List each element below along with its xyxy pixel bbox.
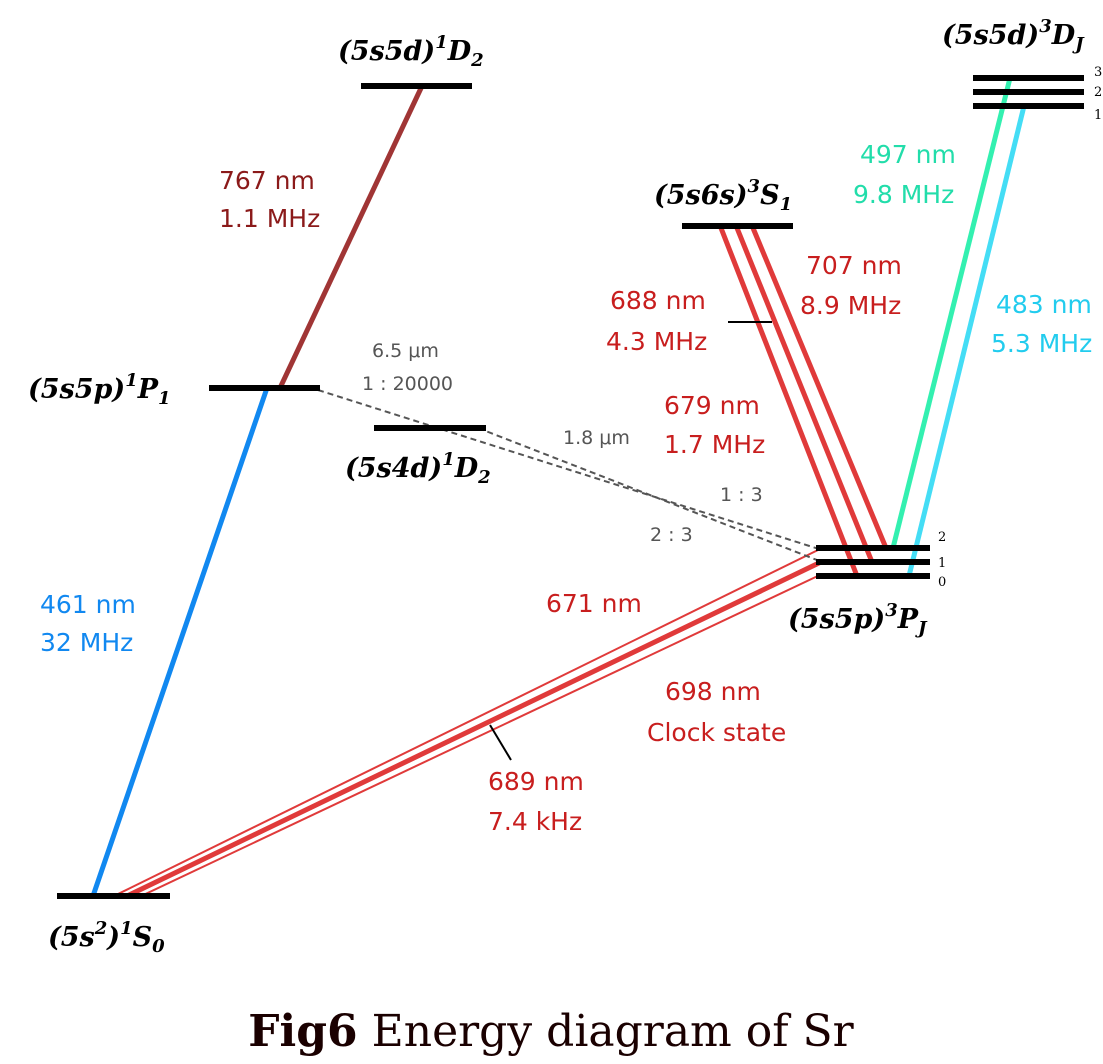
pj-sublevel-1: 1 — [938, 556, 946, 571]
figure-caption: Fig6 Energy diagram of Sr — [248, 1006, 854, 1057]
label-679-wavelength: 679 nm — [664, 391, 760, 420]
label-483-linewidth: 5.3 MHz — [991, 329, 1092, 358]
label-707-wavelength: 707 nm — [806, 251, 902, 280]
label-767-linewidth: 1.1 MHz — [219, 204, 320, 233]
state-label-s1: (5s6s)3S1 — [654, 176, 792, 215]
dj-sublevel-2: 2 — [1094, 85, 1102, 100]
state-label-dj: (5s5d)3DJ — [942, 16, 1085, 55]
label-483-wavelength: 483 nm — [996, 290, 1092, 319]
pj-sublevel-2: 2 — [938, 530, 946, 545]
dj-sublevel-3: 3 — [1094, 65, 1102, 80]
label-688-wavelength: 688 nm — [610, 286, 706, 315]
transition-689-marker — [489, 724, 512, 761]
label-461-wavelength: 461 nm — [40, 590, 136, 619]
state-label-d2-lower: (5s4d)1D2 — [345, 449, 491, 488]
label-689-linewidth: 7.4 kHz — [488, 807, 582, 836]
state-label-pj: (5s5p)3PJ — [788, 600, 928, 639]
transition-689-line — [125, 559, 823, 899]
label-decay-65-ratio: 1 : 20000 — [362, 373, 453, 395]
label-698-wavelength: 698 nm — [665, 677, 761, 706]
transition-707-line — [750, 227, 889, 549]
label-688-linewidth: 4.3 MHz — [606, 327, 707, 356]
decay-18um-line — [477, 427, 823, 563]
state-label-d2-upper: (5s5d)1D2 — [338, 32, 484, 71]
label-679-linewidth: 1.7 MHz — [664, 430, 765, 459]
label-707-linewidth: 8.9 MHz — [800, 291, 901, 320]
state-label-p1: (5s5p)1P1 — [28, 370, 171, 409]
transition-688-line — [718, 227, 860, 577]
label-decay-65-wavelength: 6.5 μm — [372, 340, 439, 362]
label-698-note: Clock state — [647, 718, 786, 747]
label-decay-18-ratio-b: 2 : 3 — [650, 524, 693, 546]
transition-483-line — [906, 105, 1027, 577]
label-671-wavelength: 671 nm — [546, 589, 642, 618]
label-689-wavelength: 689 nm — [488, 767, 584, 796]
pj-sublevel-0: 0 — [938, 575, 946, 590]
state-label-ground: (5s2)1S0 — [48, 918, 165, 957]
label-497-linewidth: 9.8 MHz — [853, 180, 954, 209]
dj-sublevel-1: 1 — [1094, 108, 1102, 123]
label-767-wavelength: 767 nm — [219, 166, 315, 195]
transition-679-line — [734, 227, 875, 563]
label-497-wavelength: 497 nm — [860, 140, 956, 169]
transition-671-line — [117, 549, 819, 895]
label-decay-18-wavelength: 1.8 μm — [563, 427, 630, 449]
transition-698-line — [136, 573, 823, 899]
decay-65um-line — [317, 389, 823, 551]
label-decay-18-ratio-a: 1 : 3 — [720, 484, 763, 506]
transition-497-line — [890, 77, 1013, 549]
transition-461-line — [90, 387, 270, 897]
transition-767-line — [277, 84, 425, 390]
label-461-linewidth: 32 MHz — [40, 628, 133, 657]
